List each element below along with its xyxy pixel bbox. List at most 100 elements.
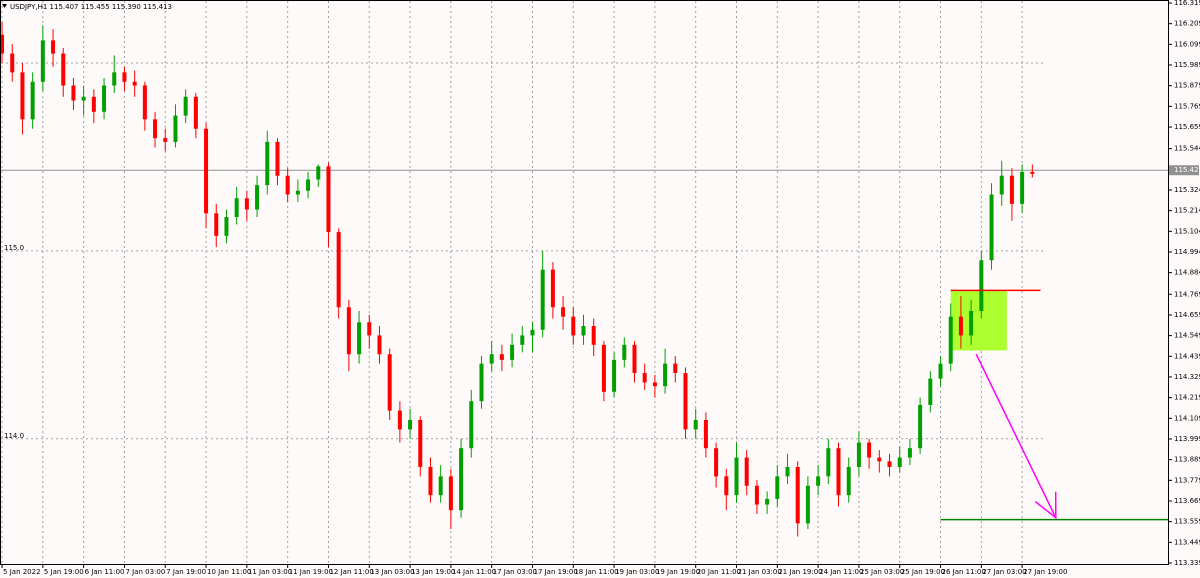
- candle-body: [244, 198, 249, 210]
- y-tick-label: 115.544: [1174, 145, 1200, 153]
- candle-body: [989, 194, 994, 261]
- y-tick-label: 115.989: [1174, 61, 1200, 69]
- candle-body: [550, 269, 555, 308]
- x-tick-label: 11 Jan 03:00: [248, 568, 292, 576]
- candle-body: [418, 419, 423, 467]
- candle-body: [734, 457, 739, 496]
- candle-body: [948, 316, 953, 364]
- candle-body: [571, 316, 576, 336]
- candle-body: [346, 307, 351, 355]
- candle-body: [499, 354, 504, 360]
- y-tick-label: 114.549: [1174, 332, 1200, 340]
- candle-body: [805, 485, 810, 524]
- candle-body: [336, 232, 341, 308]
- candle-body: [438, 476, 443, 496]
- candle-body: [377, 335, 382, 355]
- candle-body: [428, 466, 433, 496]
- candle-body: [663, 363, 668, 387]
- candle-body: [204, 128, 209, 214]
- candle-body: [897, 457, 902, 467]
- x-tick-label: 25 Jan 19:00: [901, 568, 945, 576]
- plot-frame: [0, 0, 1169, 565]
- candle-body: [132, 81, 137, 86]
- level-label: 114.0: [4, 432, 24, 440]
- candle-body: [591, 326, 596, 345]
- x-tick-label: 21 Jan 03:00: [738, 568, 782, 576]
- candle-body: [693, 419, 698, 430]
- candle-body: [979, 260, 984, 311]
- y-tick-label: 116.319: [1174, 0, 1200, 7]
- candle-body: [775, 476, 780, 499]
- candle-body: [520, 335, 525, 345]
- y-tick-label: 116.209: [1174, 20, 1200, 28]
- candle-body: [612, 359, 617, 392]
- candle-body: [601, 344, 606, 392]
- candle-body: [255, 185, 260, 210]
- candle-body: [306, 179, 311, 191]
- arrow-head: [1034, 491, 1057, 520]
- x-tick-label: 25 Jan 03:00: [860, 568, 904, 576]
- x-tick-label: 13 Jan 19:00: [411, 568, 455, 576]
- y-tick-label: 115.214: [1174, 207, 1200, 215]
- y-tick-label: 115.769: [1174, 102, 1200, 110]
- last-price-tag: [1169, 165, 1199, 176]
- candle-body: [724, 476, 729, 496]
- x-tick-label: 5 Jan 2022: [3, 568, 41, 576]
- candle-body: [785, 466, 790, 477]
- candle-body: [173, 115, 178, 142]
- candle-body: [938, 363, 943, 379]
- candle-body: [754, 485, 759, 505]
- candle-body: [907, 448, 912, 458]
- candle-body: [581, 326, 586, 336]
- candle-body: [928, 378, 933, 405]
- candle-body: [703, 419, 708, 449]
- candle-body: [408, 419, 413, 430]
- candle-body: [918, 404, 923, 449]
- candle-body: [622, 344, 627, 360]
- candle-body: [20, 72, 25, 120]
- candle-body: [877, 457, 882, 462]
- candle-body: [71, 85, 76, 101]
- y-tick-label: 114.659: [1174, 311, 1200, 319]
- candle-body: [816, 476, 821, 486]
- x-tick-label: 6 Jan 11:00: [85, 568, 125, 576]
- plot-area: [0, 1, 1168, 564]
- x-tick-label: 21 Jan 19:00: [778, 568, 822, 576]
- candle-body: [683, 373, 688, 430]
- x-tick-label: 13 Jan 03:00: [370, 568, 414, 576]
- title-icon: [2, 4, 7, 8]
- candle-body: [836, 448, 841, 496]
- candle-body: [234, 198, 239, 218]
- candle-body: [214, 213, 219, 236]
- candle-body: [510, 344, 515, 360]
- chart-title: USDJPY,H1 115.407 115.455 115.390 115.41…: [10, 3, 172, 11]
- y-tick-label: 114.994: [1174, 248, 1200, 256]
- candle-body: [479, 363, 484, 402]
- candle-body: [40, 40, 45, 82]
- x-tick-label: 26 Jan 11:00: [942, 568, 986, 576]
- candle-body: [285, 175, 290, 195]
- candle-body: [0, 34, 5, 54]
- candle-body: [765, 498, 770, 505]
- candle-body: [856, 442, 861, 467]
- candle-body: [61, 53, 66, 86]
- candle-body: [81, 96, 86, 101]
- candle-body: [275, 141, 280, 176]
- x-tick-label: 17 Jan 19:00: [533, 568, 577, 576]
- candle-body: [1030, 171, 1035, 174]
- candle-body: [826, 448, 831, 477]
- y-tick-label: 114.769: [1174, 290, 1200, 298]
- candle-body: [163, 138, 168, 142]
- candle-body: [969, 311, 974, 336]
- x-tick-label: 17 Jan 03:00: [493, 568, 537, 576]
- candle-body: [673, 363, 678, 374]
- y-tick-label: 113.449: [1174, 538, 1200, 546]
- x-tick-label: 27 Jan 03:00: [982, 568, 1026, 576]
- candle-body: [153, 119, 158, 139]
- candle-body: [357, 322, 362, 355]
- candle-body: [887, 461, 892, 467]
- candle-body: [316, 166, 321, 180]
- candle-body: [958, 316, 963, 336]
- x-tick-label: 14 Jan 11:00: [452, 568, 496, 576]
